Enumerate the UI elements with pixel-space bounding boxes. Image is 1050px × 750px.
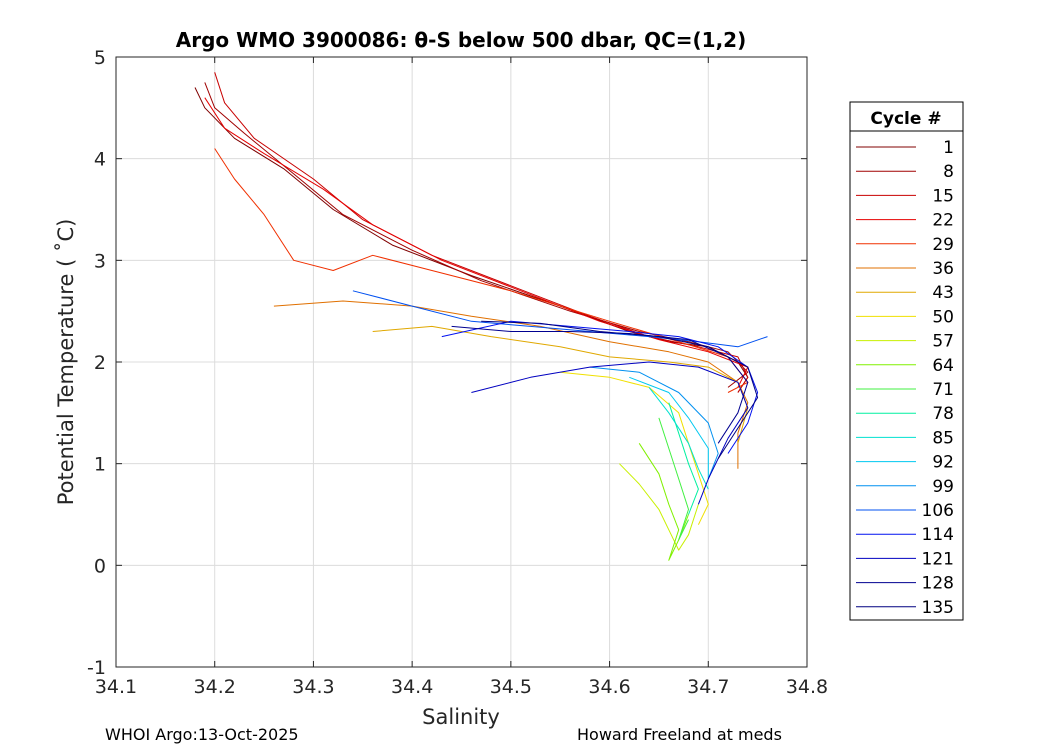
legend-label: 64 — [932, 356, 954, 376]
legend-label: 106 — [922, 501, 954, 521]
series-lines — [194, 72, 768, 561]
x-tick-label: 34.5 — [490, 676, 532, 698]
legend: Cycle # 18152229364350576471788592991061… — [849, 101, 964, 621]
legend-label: 1 — [943, 138, 954, 158]
series-line-cycle-128 — [451, 325, 749, 444]
series-line-cycle-43 — [372, 325, 749, 444]
legend-label: 29 — [932, 235, 954, 255]
series-line-cycle-71 — [658, 417, 689, 541]
series-line-cycle-64 — [638, 443, 689, 561]
y-tick-label: 4 — [94, 149, 106, 171]
series-line-cycle-22 — [204, 97, 749, 388]
x-tick-label: 34.7 — [687, 676, 729, 698]
legend-label: 85 — [932, 428, 954, 448]
y-tick-label: 0 — [94, 555, 106, 577]
series-line-cycle-121 — [471, 361, 749, 505]
legend-label: 78 — [932, 404, 954, 424]
x-tick-label: 34.3 — [292, 676, 334, 698]
footer-left: WHOI Argo:13-Oct-2025 — [105, 725, 299, 744]
y-axis-ticks: -1 0 1 2 3 4 5 — [87, 47, 807, 679]
chart-title: Argo WMO 3900086: θ-S below 500 dbar, QC… — [176, 28, 746, 52]
legend-label: 121 — [922, 549, 954, 569]
x-tick-label: 34.1 — [95, 676, 137, 698]
series-line-cycle-92 — [629, 376, 709, 479]
legend-label: 71 — [932, 380, 954, 400]
legend-items: 1 8 15 22 29 36 43 50 57 64 71 78 85 92 99 106 114 121 128… — [856, 138, 954, 618]
legend-label: 99 — [932, 477, 954, 497]
legend-label: 36 — [932, 259, 954, 279]
y-tick-label: -1 — [87, 657, 106, 679]
x-axis-label: Salinity — [422, 705, 500, 729]
legend-label: 8 — [943, 162, 954, 182]
legend-label: 128 — [922, 574, 954, 594]
legend-label: 50 — [932, 307, 954, 327]
y-tick-label: 1 — [94, 454, 106, 476]
legend-label: 114 — [922, 525, 954, 545]
x-tick-label: 34.6 — [588, 676, 630, 698]
y-tick-label: 5 — [94, 47, 106, 69]
x-tick-label: 34.4 — [391, 676, 433, 698]
series-line-cycle-29 — [214, 148, 749, 393]
legend-title: Cycle # — [870, 109, 941, 129]
legend-label: 135 — [922, 598, 954, 618]
y-tick-label: 2 — [94, 352, 106, 374]
footer-right: Howard Freeland at meds — [577, 725, 782, 744]
legend-box — [849, 101, 964, 621]
series-line-cycle-85 — [648, 387, 709, 490]
x-axis-ticks: 34.1 34.2 34.3 34.4 34.5 34.6 34.7 34.8 — [95, 57, 828, 698]
series-line-cycle-57 — [619, 463, 699, 551]
series-line-cycle-15 — [214, 72, 749, 393]
legend-label: 43 — [932, 283, 954, 303]
legend-label: 15 — [932, 186, 954, 206]
series-line-cycle-114 — [441, 320, 759, 454]
y-tick-label: 3 — [94, 250, 106, 272]
legend-label: 57 — [932, 332, 954, 352]
series-line-cycle-135 — [481, 320, 759, 459]
y-axis-label: Potential Temperature ( ˚C) — [54, 219, 78, 506]
series-line-cycle-106 — [352, 290, 768, 348]
legend-label: 22 — [932, 211, 954, 231]
series-line-cycle-50 — [560, 371, 709, 525]
series-line-cycle-99 — [589, 366, 719, 480]
x-tick-label: 34.8 — [786, 676, 828, 698]
legend-label: 92 — [932, 453, 954, 473]
series-line-cycle-8 — [204, 82, 749, 388]
series-line-cycle-36 — [273, 300, 749, 469]
series-line-cycle-1 — [194, 87, 749, 393]
x-tick-label: 34.2 — [194, 676, 236, 698]
grid-lines — [115, 56, 808, 668]
